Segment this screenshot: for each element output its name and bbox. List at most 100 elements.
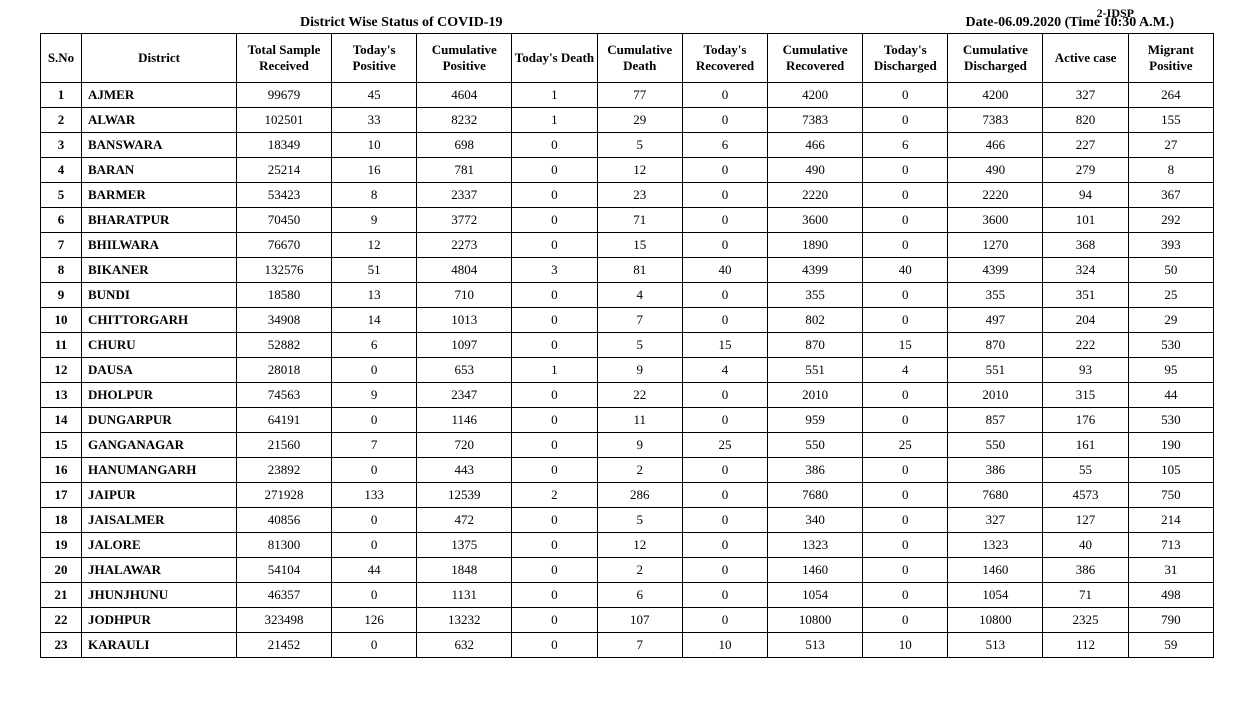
data-cell: 22 <box>597 383 682 408</box>
data-cell: 632 <box>417 633 512 658</box>
district-cell: JALORE <box>82 533 237 558</box>
data-cell: 190 <box>1128 433 1213 458</box>
table-row: 11CHURU5288261097051587015870222530 <box>41 333 1214 358</box>
data-cell: 1097 <box>417 333 512 358</box>
table-row: 2ALWAR1025013382321290738307383820155 <box>41 108 1214 133</box>
data-cell: 155 <box>1128 108 1213 133</box>
data-cell: 14 <box>332 308 417 333</box>
data-cell: 368 <box>1043 233 1128 258</box>
data-cell: 9 <box>597 358 682 383</box>
data-cell: 93 <box>1043 358 1128 383</box>
data-cell: 132576 <box>237 258 332 283</box>
data-cell: 0 <box>512 558 597 583</box>
data-cell: 6 <box>597 583 682 608</box>
data-cell: 5 <box>41 183 82 208</box>
data-cell: 23 <box>41 633 82 658</box>
data-cell: 1146 <box>417 408 512 433</box>
table-row: 12DAUSA28018065319455145519395 <box>41 358 1214 383</box>
data-cell: 1460 <box>768 558 863 583</box>
district-cell: BIKANER <box>82 258 237 283</box>
data-cell: 0 <box>332 508 417 533</box>
data-cell: 14 <box>41 408 82 433</box>
data-cell: 1013 <box>417 308 512 333</box>
data-cell: 12 <box>597 158 682 183</box>
data-cell: 0 <box>682 183 767 208</box>
data-cell: 292 <box>1128 208 1213 233</box>
data-cell: 959 <box>768 408 863 433</box>
data-cell: 466 <box>768 133 863 158</box>
table-row: 20JHALAWAR5410444184802014600146038631 <box>41 558 1214 583</box>
table-row: 6BHARATPUR70450937720710360003600101292 <box>41 208 1214 233</box>
column-header: Total Sample Received <box>237 34 332 83</box>
data-cell: 0 <box>512 183 597 208</box>
data-cell: 550 <box>768 433 863 458</box>
data-cell: 11 <box>41 333 82 358</box>
district-cell: ALWAR <box>82 108 237 133</box>
data-cell: 0 <box>682 208 767 233</box>
column-header: Today's Recovered <box>682 34 767 83</box>
data-cell: 0 <box>863 208 948 233</box>
data-cell: 0 <box>512 533 597 558</box>
data-cell: 870 <box>948 333 1043 358</box>
table-row: 18JAISALMER4085604720503400327127214 <box>41 508 1214 533</box>
data-cell: 279 <box>1043 158 1128 183</box>
data-cell: 0 <box>863 408 948 433</box>
data-cell: 70450 <box>237 208 332 233</box>
district-cell: GANGANAGAR <box>82 433 237 458</box>
data-cell: 2220 <box>768 183 863 208</box>
data-cell: 2 <box>41 108 82 133</box>
column-header: Active case <box>1043 34 1128 83</box>
data-cell: 112 <box>1043 633 1128 658</box>
data-cell: 0 <box>512 233 597 258</box>
data-cell: 315 <box>1043 383 1128 408</box>
data-cell: 8 <box>41 258 82 283</box>
data-cell: 21 <box>41 583 82 608</box>
data-cell: 4573 <box>1043 483 1128 508</box>
data-cell: 0 <box>512 583 597 608</box>
data-cell: 513 <box>948 633 1043 658</box>
district-cell: JAIPUR <box>82 483 237 508</box>
table-row: 16HANUMANGARH238920443020386038655105 <box>41 458 1214 483</box>
data-cell: 13 <box>41 383 82 408</box>
data-cell: 472 <box>417 508 512 533</box>
data-cell: 4200 <box>768 83 863 108</box>
district-cell: BHARATPUR <box>82 208 237 233</box>
data-cell: 9 <box>41 283 82 308</box>
data-cell: 7680 <box>948 483 1043 508</box>
data-cell: 4 <box>863 358 948 383</box>
data-cell: 8232 <box>417 108 512 133</box>
data-cell: 327 <box>1043 83 1128 108</box>
data-cell: 2 <box>597 458 682 483</box>
data-cell: 4 <box>597 283 682 308</box>
data-cell: 9 <box>597 433 682 458</box>
data-cell: 12 <box>41 358 82 383</box>
data-cell: 0 <box>863 383 948 408</box>
data-cell: 0 <box>512 333 597 358</box>
data-cell: 222 <box>1043 333 1128 358</box>
data-cell: 443 <box>417 458 512 483</box>
data-cell: 0 <box>863 83 948 108</box>
data-cell: 40 <box>1043 533 1128 558</box>
data-cell: 0 <box>332 408 417 433</box>
data-cell: 6 <box>41 208 82 233</box>
table-row: 5BARMER5342382337023022200222094367 <box>41 183 1214 208</box>
data-cell: 2220 <box>948 183 1043 208</box>
column-header: Cumulative Recovered <box>768 34 863 83</box>
table-row: 17JAIPUR27192813312539228607680076804573… <box>41 483 1214 508</box>
data-cell: 0 <box>863 533 948 558</box>
data-cell: 214 <box>1128 508 1213 533</box>
data-cell: 4200 <box>948 83 1043 108</box>
data-cell: 0 <box>863 583 948 608</box>
data-cell: 29 <box>597 108 682 133</box>
data-cell: 3 <box>512 258 597 283</box>
data-cell: 0 <box>512 133 597 158</box>
table-row: 14DUNGARPUR641910114601109590857176530 <box>41 408 1214 433</box>
data-cell: 324 <box>1043 258 1128 283</box>
data-cell: 0 <box>682 508 767 533</box>
data-cell: 40 <box>863 258 948 283</box>
table-row: 9BUNDI1858013710040355035535125 <box>41 283 1214 308</box>
data-cell: 55 <box>1043 458 1128 483</box>
data-cell: 0 <box>332 458 417 483</box>
data-cell: 1 <box>512 358 597 383</box>
data-cell: 18349 <box>237 133 332 158</box>
